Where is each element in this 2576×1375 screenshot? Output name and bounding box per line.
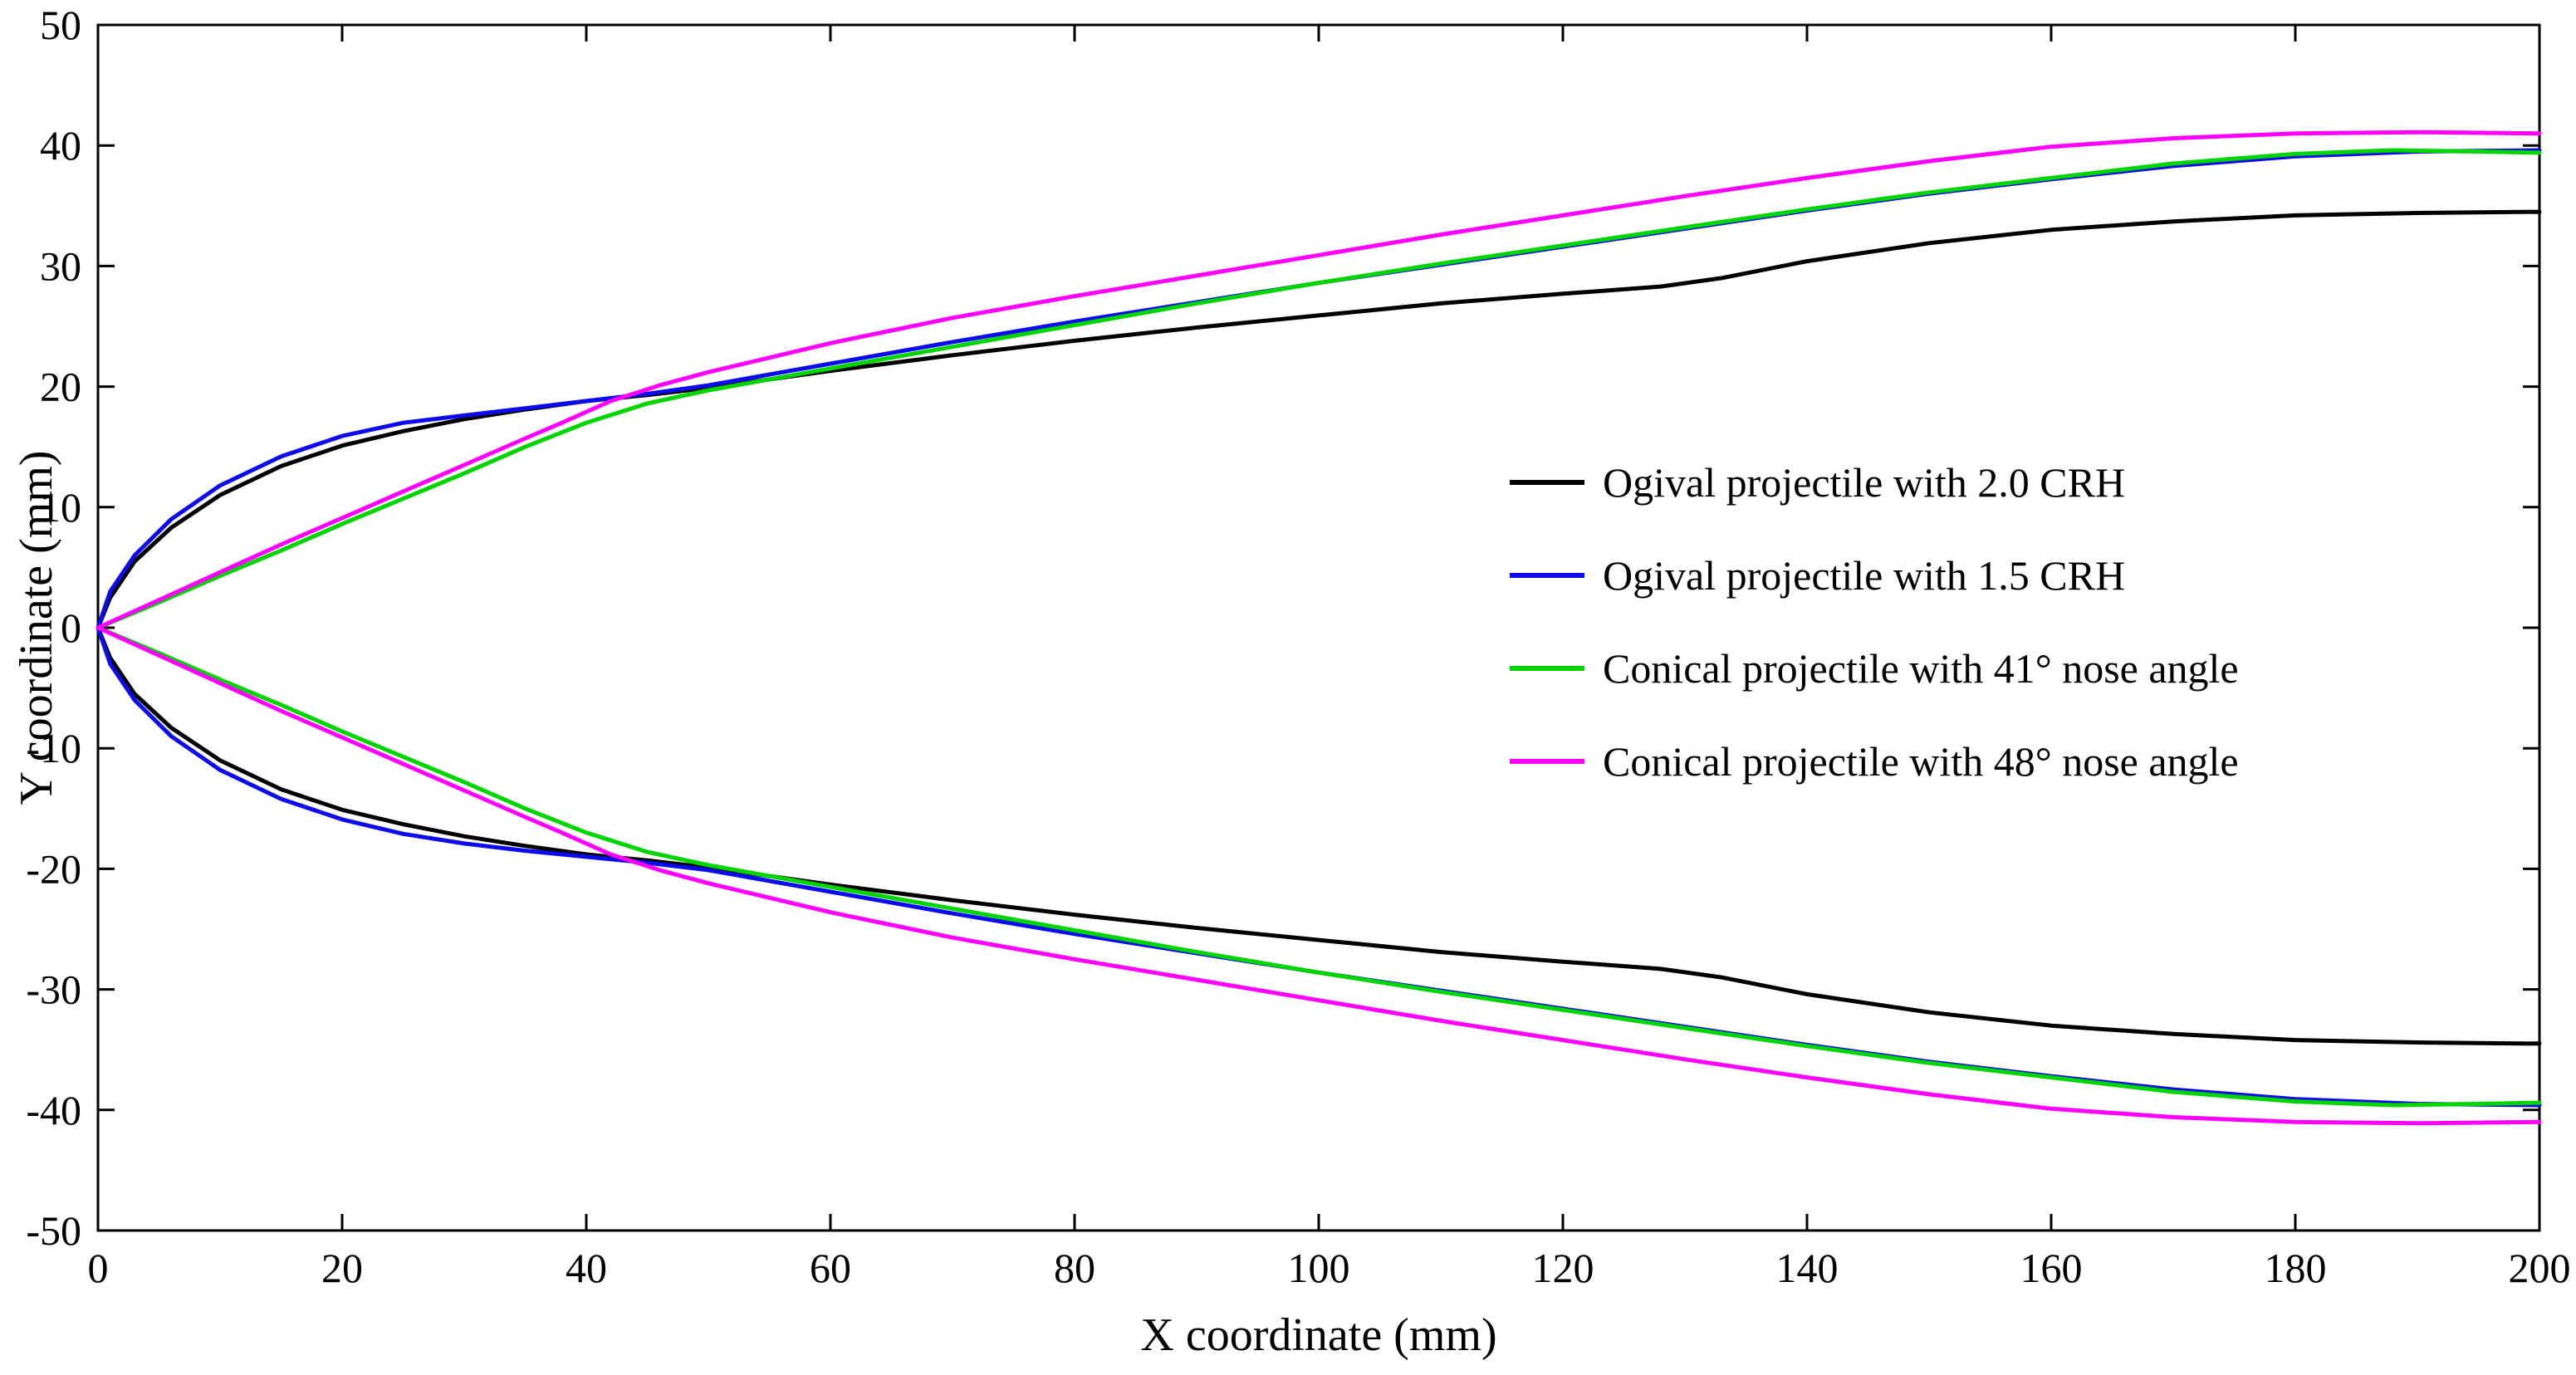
- y-tick-label: -10: [26, 725, 81, 771]
- legend-label: Ogival projectile with 2.0 CRH: [1603, 459, 2126, 506]
- series-line-3-lower: [95, 625, 2542, 1126]
- x-tick-label: 120: [1532, 1245, 1594, 1291]
- x-tick-label: 60: [810, 1245, 851, 1291]
- y-tick-label: 10: [40, 484, 81, 531]
- legend-line-swatch: [1510, 759, 1584, 764]
- legend-label: Conical projectile with 41° nose angle: [1603, 645, 2239, 692]
- x-tick-label: 100: [1288, 1245, 1350, 1291]
- series-line-2-upper: [95, 148, 2542, 630]
- legend-entry-2: Conical projectile with 41° nose angle: [1510, 644, 2239, 692]
- x-axis-label: X coordinate (mm): [1140, 1309, 1497, 1361]
- legend-entry-0: Ogival projectile with 2.0 CRH: [1510, 458, 2239, 506]
- x-tick-label: 20: [321, 1245, 363, 1291]
- y-tick-label: 20: [40, 364, 81, 410]
- y-tick-label: 30: [40, 242, 81, 289]
- y-tick-label: -50: [26, 1207, 81, 1254]
- y-tick-label: 0: [61, 604, 81, 651]
- legend-label: Ogival projectile with 1.5 CRH: [1603, 552, 2126, 599]
- x-tick-label: 0: [88, 1245, 109, 1291]
- y-axis-label: Y coordinate (mm): [11, 450, 62, 805]
- y-tick-label: 50: [40, 2, 81, 48]
- legend-line-swatch: [1510, 480, 1584, 485]
- series-line-0-lower: [95, 625, 2542, 1046]
- x-tick-label: 200: [2509, 1245, 2571, 1291]
- series-line-0-upper: [95, 209, 2542, 630]
- y-tick-label: -30: [26, 966, 81, 1013]
- y-tick-label: 40: [40, 122, 81, 169]
- x-tick-label: 40: [566, 1245, 607, 1291]
- x-tick-label: 180: [2265, 1245, 2327, 1291]
- legend-line-swatch: [1510, 573, 1584, 578]
- legend-entry-1: Ogival projectile with 1.5 CRH: [1510, 551, 2239, 599]
- legend: Ogival projectile with 2.0 CRH Ogival pro…: [1510, 458, 2239, 785]
- x-tick-label: 160: [2020, 1245, 2083, 1291]
- x-tick-label: 80: [1054, 1245, 1095, 1291]
- x-tick-label: 140: [1776, 1245, 1839, 1291]
- y-tick-label: -40: [26, 1087, 81, 1133]
- legend-label: Conical projectile with 48° nose angle: [1603, 738, 2239, 785]
- legend-entry-3: Conical projectile with 48° nose angle: [1510, 737, 2239, 785]
- legend-line-swatch: [1510, 666, 1584, 671]
- series-line-2-lower: [95, 625, 2542, 1108]
- y-tick-label: -20: [26, 845, 81, 892]
- series-line-3-upper: [95, 130, 2542, 630]
